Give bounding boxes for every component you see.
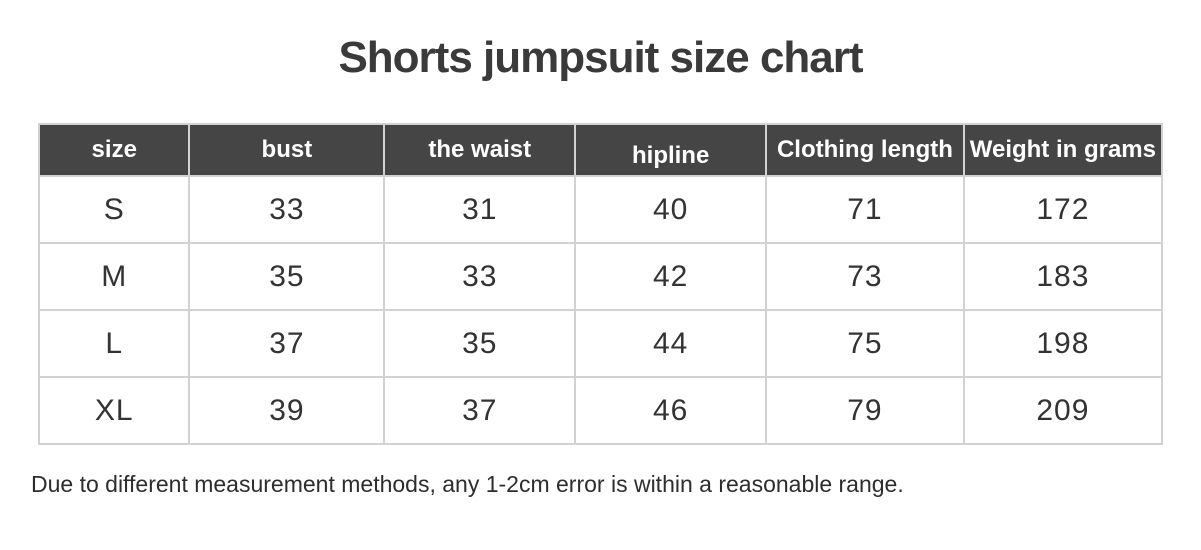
table-cell: 71: [765, 175, 965, 244]
table-cell: 46: [574, 376, 768, 445]
table-cell: 209: [962, 376, 1164, 445]
table-row-s: S 33 31 40 71 172: [37, 175, 1164, 244]
size-cell: L: [37, 309, 191, 378]
header-label-waist: the waist: [428, 136, 532, 163]
table-cell: 75: [765, 309, 965, 378]
table-cell: 33: [188, 175, 386, 244]
table-cell: 198: [962, 309, 1164, 378]
header-cell-clothing-length: Clothing length: [765, 123, 965, 177]
page-title: Shorts jumpsuit size chart: [338, 33, 863, 82]
header-cell-hipline: hipline: [574, 123, 768, 177]
header-label-weight: Weight in grams: [969, 136, 1156, 163]
table-cell: 172: [962, 175, 1164, 244]
size-cell: S: [37, 175, 191, 244]
table-cell: 79: [765, 376, 965, 445]
size-chart-table: size bust the waist hipline Clothing len…: [37, 123, 1164, 445]
table-cell: 35: [188, 242, 386, 311]
table-cell: 39: [188, 376, 386, 445]
table-cell: 42: [574, 242, 768, 311]
table-cell: 183: [962, 242, 1164, 311]
table-cell: 44: [574, 309, 768, 378]
table-cell: 40: [574, 175, 768, 244]
size-cell: XL: [37, 376, 191, 445]
header-label-hipline: hipline: [631, 142, 710, 169]
header-label-size: size: [91, 136, 137, 163]
table-cell: 73: [765, 242, 965, 311]
header-row: size bust the waist hipline Clothing len…: [37, 123, 1164, 177]
measurement-note: Due to different measurement methods, an…: [31, 471, 904, 497]
table-cell: 31: [383, 175, 577, 244]
header-cell-bust: bust: [188, 123, 386, 177]
size-cell: M: [37, 242, 191, 311]
header-cell-weight: Weight in grams: [962, 123, 1164, 177]
table-cell: 37: [188, 309, 386, 378]
header-cell-size: size: [37, 123, 191, 177]
table-cell: 33: [383, 242, 577, 311]
table-row-xl: XL 39 37 46 79 209: [37, 376, 1164, 445]
table-row-l: L 37 35 44 75 198: [37, 309, 1164, 378]
table-row-m: M 35 33 42 73 183: [37, 242, 1164, 311]
header-cell-waist: the waist: [383, 123, 577, 177]
table-cell: 35: [383, 309, 577, 378]
header-label-bust: bust: [261, 136, 313, 163]
header-label-clothing-length: Clothing length: [776, 136, 953, 163]
table-cell: 37: [383, 376, 577, 445]
